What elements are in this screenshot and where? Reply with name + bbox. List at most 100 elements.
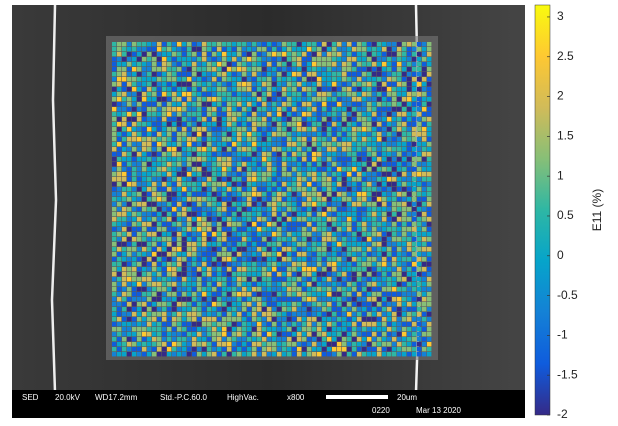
strain-cell bbox=[132, 192, 137, 197]
strain-cell bbox=[397, 257, 402, 262]
strain-cell bbox=[292, 152, 297, 157]
strain-cell bbox=[332, 62, 337, 67]
strain-cell bbox=[302, 202, 307, 207]
strain-cell bbox=[377, 222, 382, 227]
strain-cell bbox=[137, 72, 142, 77]
strain-cell bbox=[207, 232, 212, 237]
strain-cell bbox=[132, 157, 137, 162]
strain-cell bbox=[212, 272, 217, 277]
strain-cell bbox=[342, 327, 347, 332]
strain-cell bbox=[237, 202, 242, 207]
strain-cell bbox=[187, 137, 192, 142]
strain-cell bbox=[147, 237, 152, 242]
strain-cell bbox=[332, 352, 337, 357]
strain-cell bbox=[347, 57, 352, 62]
strain-cell bbox=[307, 192, 312, 197]
strain-cell bbox=[422, 337, 427, 342]
strain-cell bbox=[312, 347, 317, 352]
strain-cell bbox=[242, 317, 247, 322]
strain-cell bbox=[307, 212, 312, 217]
strain-cell bbox=[367, 302, 372, 307]
strain-cell bbox=[227, 272, 232, 277]
strain-cell bbox=[397, 237, 402, 242]
strain-cell bbox=[232, 252, 237, 257]
strain-cell bbox=[297, 67, 302, 72]
strain-cell bbox=[152, 52, 157, 57]
strain-cell bbox=[192, 242, 197, 247]
strain-cell bbox=[112, 317, 117, 322]
strain-cell bbox=[347, 232, 352, 237]
strain-cell bbox=[367, 252, 372, 257]
strain-cell bbox=[232, 72, 237, 77]
strain-cell bbox=[417, 182, 422, 187]
strain-cell bbox=[117, 207, 122, 212]
strain-cell bbox=[372, 277, 377, 282]
strain-cell bbox=[182, 122, 187, 127]
strain-cell bbox=[192, 187, 197, 192]
strain-cell bbox=[117, 307, 122, 312]
strain-cell bbox=[112, 187, 117, 192]
strain-cell bbox=[292, 107, 297, 112]
strain-cell bbox=[132, 212, 137, 217]
strain-cell bbox=[142, 282, 147, 287]
strain-cell bbox=[122, 167, 127, 172]
strain-cell bbox=[337, 167, 342, 172]
strain-cell bbox=[387, 177, 392, 182]
strain-cell bbox=[187, 302, 192, 307]
strain-cell bbox=[272, 342, 277, 347]
strain-cell bbox=[142, 277, 147, 282]
strain-cell bbox=[327, 152, 332, 157]
strain-cell bbox=[367, 247, 372, 252]
strain-cell bbox=[337, 132, 342, 137]
strain-cell bbox=[362, 97, 367, 102]
strain-cell bbox=[132, 267, 137, 272]
colorbar-tick-label: 1 bbox=[557, 168, 564, 182]
strain-cell bbox=[262, 207, 267, 212]
strain-cell bbox=[307, 72, 312, 77]
strain-cell bbox=[307, 122, 312, 127]
strain-cell bbox=[277, 72, 282, 77]
strain-cell bbox=[202, 177, 207, 182]
strain-cell bbox=[372, 297, 377, 302]
strain-cell bbox=[207, 272, 212, 277]
strain-cell bbox=[382, 162, 387, 167]
strain-cell bbox=[182, 337, 187, 342]
strain-cell bbox=[247, 137, 252, 142]
strain-cell bbox=[112, 112, 117, 117]
strain-cell bbox=[287, 327, 292, 332]
strain-cell bbox=[242, 292, 247, 297]
strain-cell bbox=[152, 117, 157, 122]
strain-cell bbox=[267, 252, 272, 257]
strain-cell bbox=[192, 322, 197, 327]
strain-cell bbox=[132, 327, 137, 332]
strain-cell bbox=[292, 42, 297, 47]
strain-cell bbox=[427, 312, 432, 317]
strain-cell bbox=[167, 132, 172, 137]
strain-cell bbox=[337, 122, 342, 127]
strain-cell bbox=[202, 57, 207, 62]
strain-cell bbox=[122, 97, 127, 102]
strain-cell bbox=[187, 342, 192, 347]
strain-cell bbox=[282, 102, 287, 107]
strain-cell bbox=[357, 302, 362, 307]
strain-cell bbox=[257, 97, 262, 102]
strain-cell bbox=[212, 307, 217, 312]
strain-cell bbox=[267, 327, 272, 332]
strain-cell bbox=[347, 312, 352, 317]
strain-cell bbox=[287, 52, 292, 57]
strain-cell bbox=[357, 342, 362, 347]
strain-cell bbox=[377, 117, 382, 122]
strain-cell bbox=[317, 292, 322, 297]
strain-cell bbox=[402, 167, 407, 172]
strain-cell bbox=[342, 52, 347, 57]
strain-cell bbox=[352, 202, 357, 207]
strain-cell bbox=[402, 52, 407, 57]
strain-cell bbox=[242, 72, 247, 77]
strain-cell bbox=[412, 277, 417, 282]
strain-cell bbox=[322, 177, 327, 182]
strain-cell bbox=[342, 322, 347, 327]
strain-cell bbox=[157, 127, 162, 132]
strain-cell bbox=[272, 302, 277, 307]
strain-cell bbox=[412, 82, 417, 87]
strain-cell bbox=[302, 242, 307, 247]
